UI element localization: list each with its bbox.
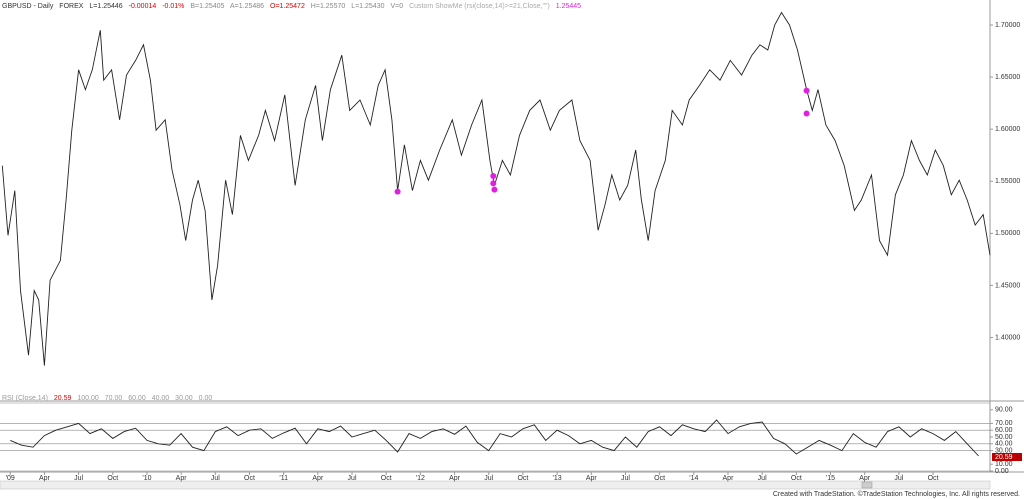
x-tick-label: Apr: [449, 475, 461, 482]
y-tick-label: 70.00: [995, 420, 1013, 427]
x-tick-label: Jul: [211, 475, 220, 482]
quote: L=1.25430: [351, 3, 384, 10]
price-line: [10, 419, 979, 457]
y-tick-label: 1.65000: [995, 74, 1020, 81]
quote: -0.01%: [162, 3, 184, 10]
x-tick-label: Apr: [586, 475, 598, 482]
rsi-level: 60.00: [128, 395, 146, 402]
rsi-value: 20.59: [54, 395, 72, 402]
x-tick-label: '11: [279, 475, 288, 482]
symbol: GBPUSD - Daily: [2, 3, 54, 10]
price-header: GBPUSD - Daily FOREX L=1.25446 -0.00014 …: [2, 3, 581, 10]
y-tick-label: 1.45000: [995, 282, 1020, 289]
y-tick-label: 30.00: [995, 447, 1013, 454]
y-tick-label: 1.50000: [995, 230, 1020, 237]
quote: H=1.25570: [311, 3, 346, 10]
y-tick-label: 10.00: [995, 461, 1013, 468]
x-tick-label: '15: [826, 475, 835, 482]
x-tick-label: '12: [416, 475, 425, 482]
y-tick-label: 1.70000: [995, 22, 1020, 29]
x-tick-label: Apr: [312, 475, 324, 482]
rsi-level: 40.00: [152, 395, 170, 402]
footer: Created with TradeStation. ©TradeStation…: [773, 490, 1020, 498]
x-tick-label: Apr: [39, 475, 51, 482]
rsi-level: 0.00: [199, 395, 213, 402]
quote: A=1.25486: [230, 3, 264, 10]
y-tick-label: 1.55000: [995, 178, 1020, 185]
x-tick-label: Oct: [654, 475, 665, 482]
quote: V=0: [390, 3, 403, 10]
showme-dot: [803, 87, 810, 94]
x-tick-label: Apr: [176, 475, 188, 482]
x-tick-label: Jul: [348, 475, 357, 482]
showme-dot: [490, 180, 497, 187]
x-tick-label: '13: [553, 475, 562, 482]
rsi-level: 100.00: [77, 395, 99, 402]
exchange: FOREX: [59, 3, 83, 10]
x-tick-label: Jul: [484, 475, 493, 482]
y-tick-label: 60.00: [995, 427, 1013, 434]
x-tick-label: Jul: [621, 475, 630, 482]
scrollbar[interactable]: [0, 480, 991, 490]
rsi-header: RSI (Close,14) 20.59 100.00 70.00 60.00 …: [2, 395, 212, 402]
x-tick-label: Jul: [74, 475, 83, 482]
scrollbar-thumb[interactable]: [861, 481, 873, 489]
x-tick-label: '10: [142, 475, 151, 482]
showme-dot: [394, 188, 401, 195]
quote: O=1.25472: [270, 3, 305, 10]
x-tick-label: Jul: [894, 475, 903, 482]
x-tick-label: Oct: [791, 475, 802, 482]
x-tick-label: Apr: [723, 475, 735, 482]
x-tick-label: '09: [6, 475, 15, 482]
x-tick-label: Apr: [859, 475, 871, 482]
showme-dot: [491, 186, 498, 193]
y-tick-label: 1.40000: [995, 334, 1020, 341]
showme-dot: [803, 110, 810, 117]
indicator-value: 1.25445: [556, 3, 581, 10]
x-tick-label: '14: [689, 475, 698, 482]
rsi-level: 30.00: [175, 395, 193, 402]
x-tick-label: Oct: [244, 475, 255, 482]
x-tick-label: Jul: [758, 475, 767, 482]
x-tick-label: Oct: [928, 475, 939, 482]
current-value-label: 20.59: [995, 454, 1013, 461]
y-tick-label: 1.60000: [995, 126, 1020, 133]
quote: -0.00014: [129, 3, 157, 10]
x-tick-label: Oct: [517, 475, 528, 482]
y-tick-label: 40.00: [995, 441, 1013, 448]
rsi-level: 70.00: [105, 395, 123, 402]
x-tick-label: Oct: [381, 475, 392, 482]
y-tick-label: 0.00: [995, 468, 1009, 475]
x-tick-label: Oct: [107, 475, 118, 482]
indicator-name: Custom ShowMe (rsi(close,14)>=21,Close,"…: [409, 3, 550, 10]
quote: L=1.25446: [89, 3, 122, 10]
showme-dot: [490, 173, 497, 180]
quote: B=1.25405: [190, 3, 224, 10]
y-tick-label: 90.00: [995, 407, 1013, 414]
rsi-name: RSI (Close,14): [2, 395, 48, 402]
price-line: [1, 11, 991, 366]
y-tick-label: 50.00: [995, 434, 1013, 441]
current-value-box: [992, 452, 1022, 461]
